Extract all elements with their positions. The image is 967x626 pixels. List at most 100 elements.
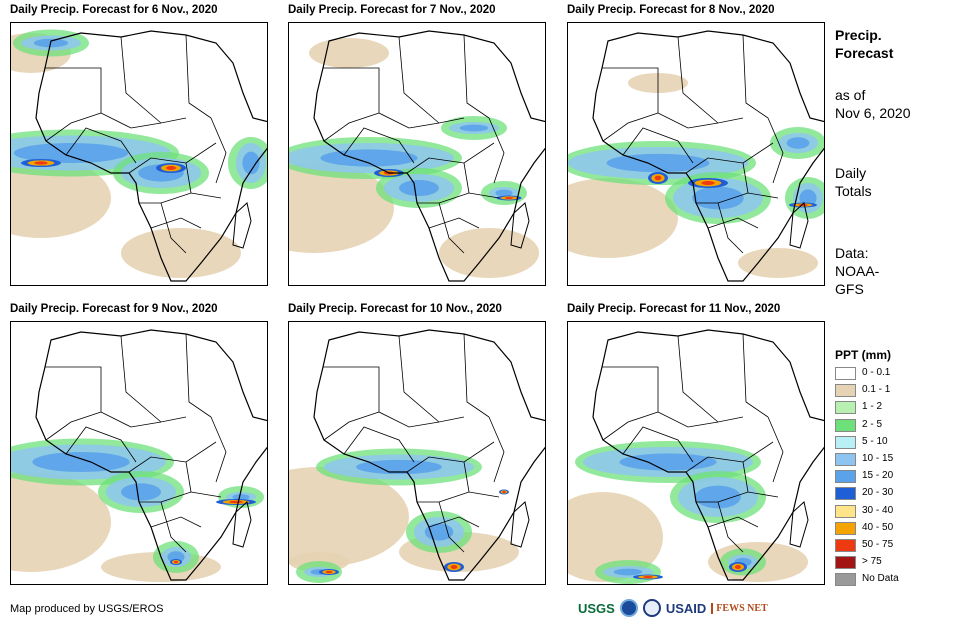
country-border xyxy=(463,333,490,418)
heavy-precip-area xyxy=(606,153,710,173)
country-border xyxy=(428,217,480,229)
africa-map xyxy=(568,30,824,282)
precip-map xyxy=(288,22,546,286)
country-border xyxy=(602,411,659,441)
country-border xyxy=(150,217,202,229)
country-border xyxy=(120,335,187,423)
country-border xyxy=(463,461,470,493)
heavy-precip-area xyxy=(692,186,744,210)
country-border xyxy=(65,127,137,164)
country-border xyxy=(398,36,465,124)
country-border xyxy=(685,142,774,174)
country-border xyxy=(185,333,212,418)
country-border xyxy=(150,516,202,528)
extreme-precip-core xyxy=(325,570,333,574)
data-source-line2: NOAA- xyxy=(835,263,880,279)
legend-label: 10 - 15 xyxy=(862,452,894,464)
country-border xyxy=(323,366,440,428)
heavy-precip-area xyxy=(13,143,129,163)
map-credit: Map produced by USGS/EROS xyxy=(10,603,164,615)
country-border xyxy=(767,416,784,483)
legend-swatch xyxy=(835,401,856,415)
country-border xyxy=(323,67,440,129)
heavy-precip-area xyxy=(121,483,161,501)
forecast-panel-4: Daily Precip. Forecast for 9 Nov., 2020 xyxy=(8,303,268,585)
legend-label: 15 - 20 xyxy=(862,470,894,482)
heavy-precip-area xyxy=(459,124,489,132)
asof-line2: Nov 6, 2020 xyxy=(835,105,911,121)
country-border xyxy=(343,127,415,164)
forecast-panel-5: Daily Precip. Forecast for 10 Nov., 2020 xyxy=(286,303,546,585)
country-border xyxy=(398,335,465,423)
legend-label: No Data xyxy=(862,573,899,585)
heavy-precip-area xyxy=(232,494,250,500)
country-border xyxy=(742,34,769,119)
madagascar-coastline xyxy=(232,501,252,548)
heavy-precip-area xyxy=(695,485,741,509)
precip-map xyxy=(10,22,268,286)
noaa-logo xyxy=(619,599,638,617)
country-border xyxy=(602,112,659,142)
heavy-precip-area xyxy=(613,568,643,576)
heavy-precip-area xyxy=(32,452,130,472)
africa-map xyxy=(568,329,824,584)
extreme-precip-core xyxy=(450,565,458,569)
country-border xyxy=(463,162,470,194)
data-source-line1: Data: xyxy=(835,245,869,261)
country-border xyxy=(707,516,759,528)
country-border xyxy=(45,112,102,142)
legend-label: > 75 xyxy=(862,556,882,568)
totals-line2: Totals xyxy=(835,183,872,199)
country-border xyxy=(742,162,749,194)
legend-swatch xyxy=(835,487,856,501)
country-border xyxy=(128,142,217,174)
panel-title: Daily Precip. Forecast for 11 Nov., 2020 xyxy=(567,303,781,315)
africa-map xyxy=(289,329,545,583)
country-border xyxy=(677,36,744,124)
usgs-logo: USGS xyxy=(578,600,615,616)
forecast-panel-3: Daily Precip. Forecast for 8 Nov., 2020 xyxy=(565,4,825,286)
legend-label: 40 - 50 xyxy=(862,521,894,533)
legend-label: 0.1 - 1 xyxy=(862,384,891,396)
light-precip-area xyxy=(439,228,539,278)
country-border xyxy=(45,411,102,441)
country-border xyxy=(128,441,217,473)
heavy-precip-area xyxy=(619,453,717,471)
madagascar-coastline xyxy=(232,202,252,249)
madagascar-coastline xyxy=(789,501,809,548)
legend-label: 2 - 5 xyxy=(862,418,883,430)
country-border xyxy=(343,426,415,463)
country-border xyxy=(696,501,744,553)
light-precip-area xyxy=(121,228,241,278)
legend-label: 0 - 0.1 xyxy=(862,367,891,378)
precip-map xyxy=(10,321,268,585)
madagascar-coastline xyxy=(510,501,530,548)
heavy-precip-area xyxy=(242,151,260,175)
extreme-precip-core xyxy=(643,576,653,578)
extreme-precip-core xyxy=(735,565,741,569)
light-precip-area xyxy=(309,38,389,68)
country-border xyxy=(45,366,162,428)
country-border xyxy=(767,117,784,184)
country-border xyxy=(406,441,495,473)
light-precip-area xyxy=(738,248,818,278)
extreme-precip-core xyxy=(504,197,514,199)
light-precip-area xyxy=(11,472,111,572)
africa-map xyxy=(11,329,267,582)
legend-title: PPT (mm) xyxy=(835,348,892,362)
fews-net-logo: FEWS NET xyxy=(711,602,768,614)
country-border xyxy=(65,426,137,463)
forecast-panel-2: Daily Precip. Forecast for 7 Nov., 2020 xyxy=(286,4,546,286)
country-border xyxy=(488,416,505,483)
light-precip-area xyxy=(568,178,678,258)
heavy-precip-area xyxy=(167,551,185,563)
legend-label: 30 - 40 xyxy=(862,504,894,516)
extreme-precip-core xyxy=(174,560,178,564)
legend-swatch xyxy=(835,573,856,587)
legend-swatch xyxy=(835,504,856,518)
panel-title: Daily Precip. Forecast for 7 Nov., 2020 xyxy=(288,4,496,16)
country-border xyxy=(185,162,192,194)
heavy-precip-area xyxy=(320,149,418,167)
country-border xyxy=(417,501,465,553)
legend-swatch xyxy=(835,470,856,484)
